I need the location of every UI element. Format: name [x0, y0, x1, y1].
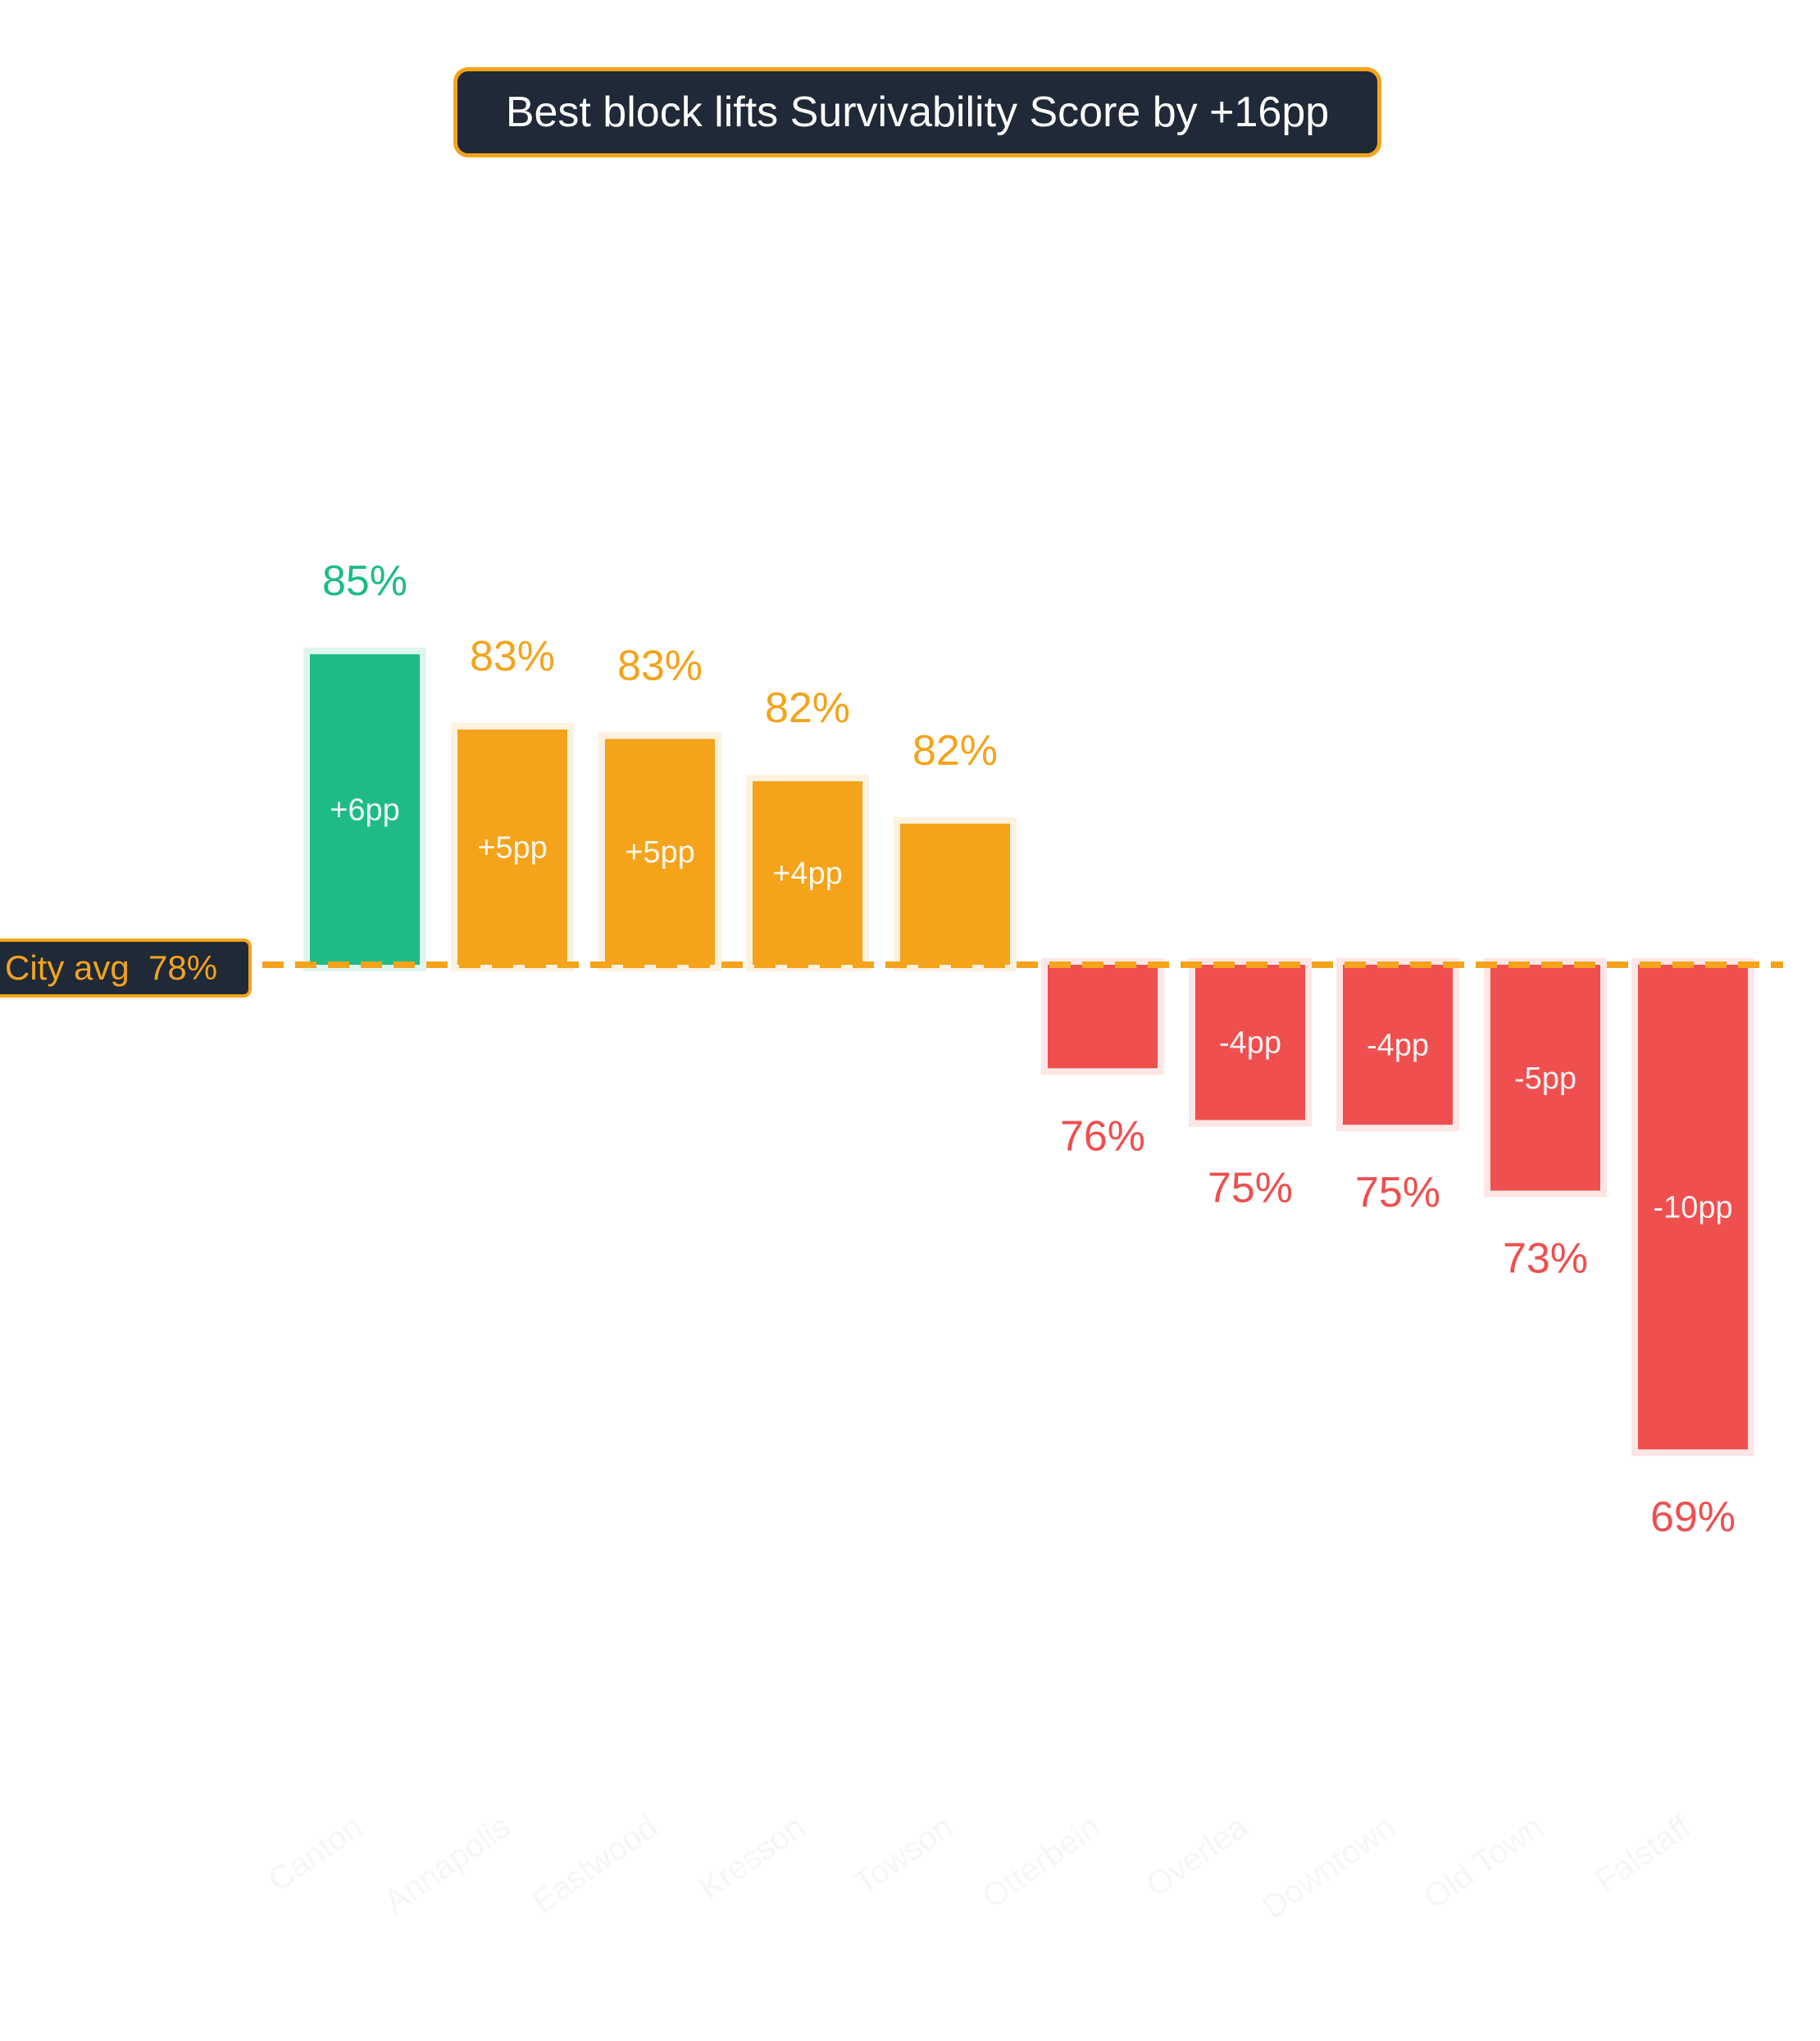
bar-towson: [900, 823, 1010, 965]
x-tick-label: Annapolis: [378, 1808, 516, 1921]
x-tick-label: Old Town: [1417, 1808, 1549, 1916]
value-label: 83%: [617, 642, 703, 689]
bar-overlea: [1195, 965, 1305, 1121]
value-label: 76%: [1060, 1112, 1145, 1160]
bar-annapolis: [457, 730, 567, 965]
x-tick-label: Towson: [848, 1808, 959, 1902]
delta-label: -5pp: [1514, 1061, 1577, 1096]
value-label: 85%: [322, 557, 407, 605]
delta-label: -10pp: [1653, 1191, 1732, 1225]
value-label: 82%: [912, 727, 998, 775]
chart-title: Best block lifts Survivability Score by …: [505, 89, 1330, 136]
delta-label: +6pp: [330, 793, 400, 828]
bar-old-town: [1490, 965, 1600, 1191]
x-tick-label: Kresson: [693, 1808, 812, 1907]
value-label: 75%: [1208, 1164, 1293, 1211]
delta-label: -4pp: [1219, 1026, 1281, 1061]
bar-falstaff: [1638, 965, 1748, 1450]
delta-label: +4pp: [772, 857, 843, 891]
delta-label: +5pp: [477, 831, 548, 866]
bars-layer: [303, 648, 1754, 1457]
value-label: 69%: [1650, 1493, 1736, 1541]
chart-title-box: Best block lifts Survivability Score by …: [453, 67, 1381, 157]
x-tick-label: Canton: [262, 1808, 369, 1898]
delta-label: -4pp: [1367, 1029, 1429, 1063]
bar-downtown: [1343, 965, 1453, 1125]
value-label: 73%: [1503, 1235, 1588, 1283]
x-tick-label: Overlea: [1140, 1808, 1255, 1904]
x-tick-label: Eastwood: [526, 1808, 664, 1921]
value-label: 83%: [470, 633, 555, 680]
city-average-label: City avg 78%: [5, 948, 218, 987]
bar-otterbein: [1048, 965, 1158, 1069]
bar-kresson: [753, 781, 862, 965]
x-tick-label: Falstaff: [1589, 1808, 1698, 1899]
x-tick-label: Downtown: [1256, 1808, 1402, 1925]
value-label: 82%: [765, 684, 850, 732]
value-label: 75%: [1355, 1169, 1440, 1216]
x-tick-label: Otterbein: [976, 1808, 1107, 1915]
bar-eastwood: [605, 739, 715, 965]
bar-canton: [310, 654, 420, 965]
city-average-badge: City avg 78%: [0, 939, 252, 998]
delta-label: +5pp: [625, 835, 695, 870]
